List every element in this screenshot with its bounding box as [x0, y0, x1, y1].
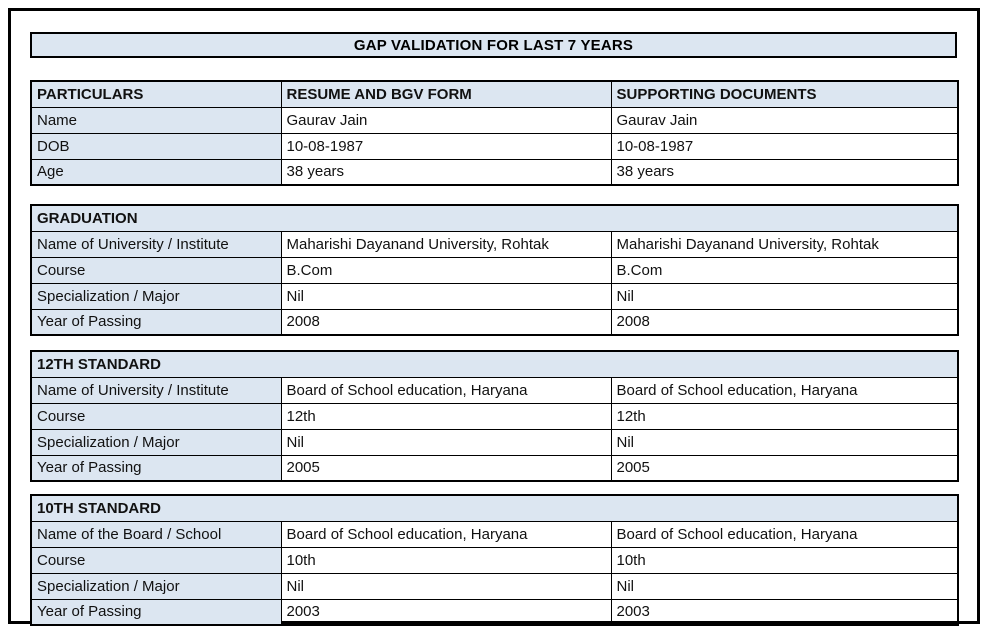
row-label: Name: [30, 106, 282, 134]
resume-value: Board of School education, Haryana: [280, 520, 612, 548]
resume-value: Maharishi Dayanand University, Rohtak: [280, 230, 612, 258]
supporting-value: 38 years: [610, 158, 959, 186]
table-row: Age 38 years 38 years: [30, 158, 959, 186]
supporting-value: Gaurav Jain: [610, 106, 959, 134]
12th-standard-table: 12TH STANDARD Name of University / Insti…: [30, 350, 959, 482]
table-row: Name of University / Institute Maharishi…: [30, 230, 959, 258]
supporting-value: Maharishi Dayanand University, Rohtak: [610, 230, 959, 258]
supporting-value: 10-08-1987: [610, 132, 959, 160]
resume-value: 10-08-1987: [280, 132, 612, 160]
supporting-value: 2005: [610, 454, 959, 482]
table-row: Course B.Com B.Com: [30, 256, 959, 284]
supporting-value: 12th: [610, 402, 959, 430]
resume-value: Gaurav Jain: [280, 106, 612, 134]
resume-value: 12th: [280, 402, 612, 430]
row-label: Specialization / Major: [30, 572, 282, 600]
section-title: 12TH STANDARD: [30, 350, 959, 378]
column-header-supporting-docs: SUPPORTING DOCUMENTS: [610, 80, 959, 108]
resume-value: Nil: [280, 572, 612, 600]
supporting-value: Nil: [610, 572, 959, 600]
table-row: Specialization / Major Nil Nil: [30, 428, 959, 456]
row-label: Course: [30, 256, 282, 284]
resume-value: Nil: [280, 428, 612, 456]
row-label: Name of University / Institute: [30, 230, 282, 258]
row-label: Name of the Board / School: [30, 520, 282, 548]
column-header-particulars: PARTICULARS: [30, 80, 282, 108]
supporting-value: B.Com: [610, 256, 959, 284]
table-row: Specialization / Major Nil Nil: [30, 572, 959, 600]
resume-value: 2003: [280, 598, 612, 626]
document-content: GAP VALIDATION FOR LAST 7 YEARS PARTICUL…: [30, 32, 960, 626]
table-header-row: PARTICULARS RESUME AND BGV FORM SUPPORTI…: [30, 80, 959, 108]
section-header-row: 12TH STANDARD: [30, 350, 959, 378]
supporting-value: 2008: [610, 308, 959, 336]
table-row: Year of Passing 2008 2008: [30, 308, 959, 336]
section-title: GRADUATION: [30, 204, 959, 232]
table-row: Name Gaurav Jain Gaurav Jain: [30, 106, 959, 134]
section-header-row: 10TH STANDARD: [30, 494, 959, 522]
supporting-value: 2003: [610, 598, 959, 626]
table-row: Name of the Board / School Board of Scho…: [30, 520, 959, 548]
supporting-value: Nil: [610, 428, 959, 456]
particulars-table: PARTICULARS RESUME AND BGV FORM SUPPORTI…: [30, 80, 959, 186]
document-title: GAP VALIDATION FOR LAST 7 YEARS: [30, 32, 957, 58]
resume-value: Nil: [280, 282, 612, 310]
row-label: Specialization / Major: [30, 428, 282, 456]
table-row: Name of University / Institute Board of …: [30, 376, 959, 404]
table-row: Course 12th 12th: [30, 402, 959, 430]
row-label: Specialization / Major: [30, 282, 282, 310]
section-title: 10TH STANDARD: [30, 494, 959, 522]
table-row: Year of Passing 2003 2003: [30, 598, 959, 626]
graduation-table: GRADUATION Name of University / Institut…: [30, 204, 960, 336]
table-row: Specialization / Major Nil Nil: [30, 282, 959, 310]
column-header-resume-bgv: RESUME AND BGV FORM: [280, 80, 612, 108]
row-label: Age: [30, 158, 282, 186]
row-label: Year of Passing: [30, 598, 282, 626]
supporting-value: Board of School education, Haryana: [610, 520, 959, 548]
resume-value: Board of School education, Haryana: [280, 376, 612, 404]
supporting-value: Board of School education, Haryana: [610, 376, 959, 404]
table-row: DOB 10-08-1987 10-08-1987: [30, 132, 959, 160]
supporting-value: 10th: [610, 546, 959, 574]
resume-value: 10th: [280, 546, 612, 574]
row-label: DOB: [30, 132, 282, 160]
section-header-row: GRADUATION: [30, 204, 959, 232]
resume-value: 2005: [280, 454, 612, 482]
row-label: Course: [30, 402, 282, 430]
resume-value: B.Com: [280, 256, 612, 284]
supporting-value: Nil: [610, 282, 959, 310]
row-label: Name of University / Institute: [30, 376, 282, 404]
row-label: Year of Passing: [30, 308, 282, 336]
row-label: Year of Passing: [30, 454, 282, 482]
row-label: Course: [30, 546, 282, 574]
resume-value: 38 years: [280, 158, 612, 186]
table-row: Course 10th 10th: [30, 546, 959, 574]
10th-standard-table: 10TH STANDARD Name of the Board / School…: [30, 494, 959, 626]
table-row: Year of Passing 2005 2005: [30, 454, 959, 482]
resume-value: 2008: [280, 308, 612, 336]
